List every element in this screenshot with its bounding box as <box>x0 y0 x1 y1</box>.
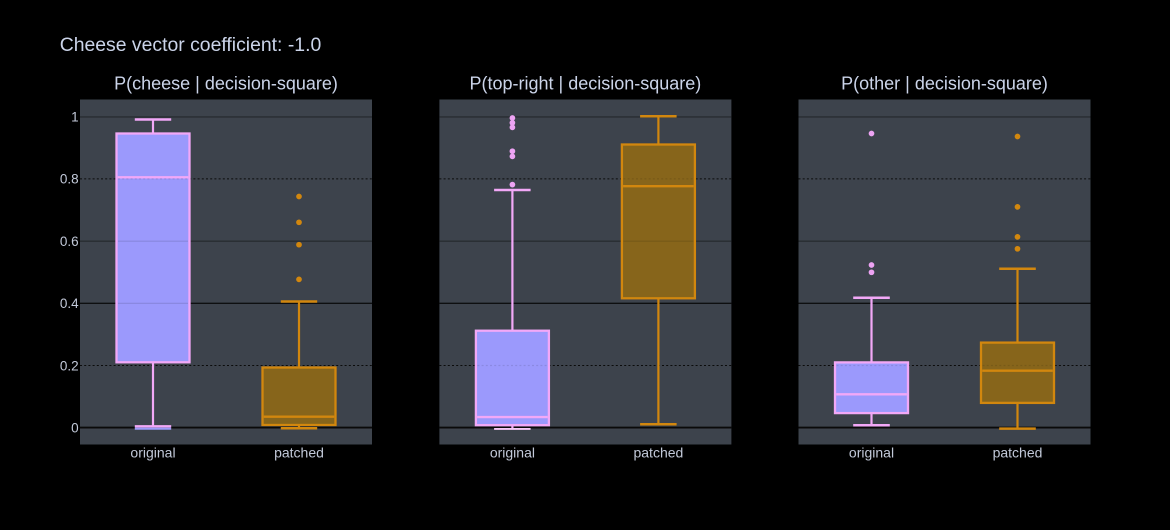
svg-text:P(other | decision-square): P(other | decision-square) <box>841 74 1048 94</box>
svg-text:original: original <box>130 445 175 461</box>
svg-text:patched: patched <box>274 445 324 461</box>
svg-text:0.2: 0.2 <box>60 358 79 373</box>
svg-text:Cheese vector coefficient: -1.: Cheese vector coefficient: -1.0 <box>60 34 322 56</box>
svg-text:0.8: 0.8 <box>60 172 79 187</box>
svg-text:P(cheese | decision-square): P(cheese | decision-square) <box>114 74 338 94</box>
svg-text:P(top-right | decision-square): P(top-right | decision-square) <box>470 74 702 94</box>
svg-text:0: 0 <box>71 420 79 435</box>
svg-text:0.4: 0.4 <box>60 296 79 311</box>
svg-text:patched: patched <box>633 445 683 461</box>
svg-text:patched: patched <box>993 445 1043 461</box>
svg-text:original: original <box>849 445 894 461</box>
svg-text:1: 1 <box>71 110 79 125</box>
svg-text:0.6: 0.6 <box>60 234 79 249</box>
svg-text:original: original <box>490 445 535 461</box>
